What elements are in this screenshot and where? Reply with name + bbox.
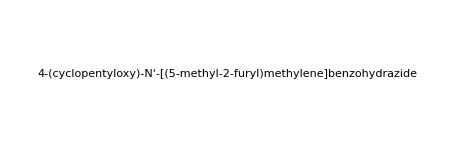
Text: 4-(cyclopentyloxy)-N'-[(5-methyl-2-furyl)methylene]benzohydrazide: 4-(cyclopentyloxy)-N'-[(5-methyl-2-furyl… — [37, 69, 417, 79]
